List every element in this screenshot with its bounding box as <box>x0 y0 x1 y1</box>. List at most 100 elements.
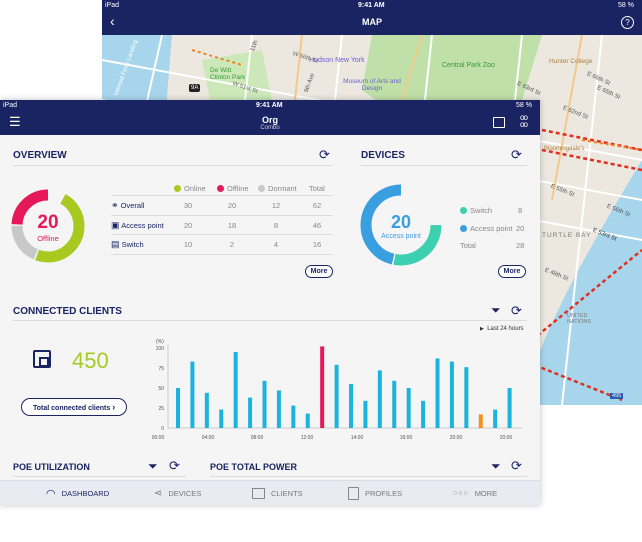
bar <box>349 384 353 428</box>
total-connected-clients-button[interactable]: Total connected clients › <box>21 398 127 416</box>
app-header: iPad 9:41 AM 58 % ☰ Org Combo oo oo <box>0 100 540 135</box>
org-title: Org <box>261 115 278 125</box>
devices-title: DEVICES <box>361 150 405 161</box>
clients-count: 450 <box>72 348 109 373</box>
map-label: Museum of Arts and Design <box>343 78 401 92</box>
clients-bar-chart: (%) 0 25 50 75 100 00:00 04:00 08:00 12:00 14:00 16… <box>152 339 522 441</box>
bar <box>190 361 195 428</box>
gauge-icon: ◠ <box>46 488 56 500</box>
devices-donut <box>360 184 442 266</box>
tab-clients[interactable]: CLIENTS <box>252 481 303 506</box>
table-cell: 10 <box>183 240 193 249</box>
clients-icon <box>252 488 265 499</box>
offline-count: 20 <box>37 212 59 233</box>
tab-profiles[interactable]: PROFILES <box>348 481 402 506</box>
overview-more-button[interactable]: More <box>305 265 333 278</box>
menu-icon[interactable]: ☰ <box>9 114 21 129</box>
bar <box>320 346 325 428</box>
table-cell: 20 <box>227 201 237 210</box>
filter-icon[interactable]: ⏷ <box>491 303 501 317</box>
highway-shield: 495 <box>610 393 624 399</box>
poe-total-power-title: POE TOTAL POWER <box>210 462 298 472</box>
devices-total: 28 <box>516 241 525 250</box>
table-cell: 4 <box>273 240 279 249</box>
row-divider <box>111 214 333 216</box>
more-icon: ○○○ <box>453 490 469 497</box>
network-icon: ⚭ <box>111 200 119 210</box>
donut-segment-offline <box>11 189 85 263</box>
table-cell: 2 <box>229 240 235 249</box>
table-cell: 30 <box>183 201 193 210</box>
devices-total-label: Total <box>460 241 476 250</box>
bar <box>449 361 454 428</box>
back-icon[interactable]: ‹ <box>110 13 115 29</box>
table-cell: 16 <box>312 240 322 249</box>
ap-count: 20 <box>516 224 525 233</box>
status-time: 9:41 AM <box>358 2 385 9</box>
x-tick-label: 20:00 <box>450 435 463 441</box>
refresh-icon[interactable]: ⟳ <box>169 458 180 473</box>
table-cell: 46 <box>312 220 322 230</box>
map-icon[interactable] <box>493 117 505 128</box>
bar <box>464 367 469 428</box>
bar <box>478 414 483 428</box>
poe-utilization-title: POE UTILIZATION <box>13 462 90 472</box>
time-range-selector[interactable]: ▶ Last 24 hours <box>480 326 524 332</box>
refresh-icon[interactable]: ⟳ <box>511 458 522 473</box>
overview-donut <box>11 189 85 263</box>
map-title: MAP <box>362 17 382 27</box>
map-label: Central Park Zoo <box>442 62 495 69</box>
bar <box>493 409 498 428</box>
devices-more-button[interactable]: More <box>498 265 526 278</box>
profiles-icon <box>348 487 359 500</box>
refresh-icon[interactable]: ⟳ <box>511 303 522 318</box>
grid-icon[interactable]: oo oo <box>520 113 528 129</box>
filter-icon[interactable]: ⏷ <box>491 459 501 473</box>
bar <box>276 390 281 428</box>
filter-icon[interactable]: ⏷ <box>148 459 158 473</box>
x-tick-label: 04:00 <box>202 435 215 441</box>
refresh-icon[interactable]: ⟳ <box>319 147 330 162</box>
bar <box>233 352 238 428</box>
offline-label: Offline <box>37 234 59 243</box>
y-tick-label: 50 <box>158 386 164 392</box>
table-row[interactable]: ⚭ Overall <box>111 200 145 210</box>
tab-devices[interactable]: ⋖ DEVICES <box>154 488 202 499</box>
bar <box>363 400 368 428</box>
table-cell: 12 <box>271 201 281 210</box>
bar <box>176 388 180 428</box>
x-tick-label: 00:00 <box>152 435 165 441</box>
map-label: Hudson New York <box>309 57 365 64</box>
x-tick-label: 14:00 <box>351 435 364 441</box>
row-divider <box>111 234 333 235</box>
column-total: Total <box>309 184 325 193</box>
clients-icon <box>33 350 51 368</box>
x-tick-label: 08:00 <box>251 435 264 441</box>
bar <box>305 413 310 428</box>
bar <box>377 370 382 428</box>
bar <box>204 392 209 428</box>
donut-segment-dormant <box>11 189 85 263</box>
tab-dashboard[interactable]: ◠ DASHBOARD <box>46 488 110 500</box>
table-cell: 20 <box>183 220 193 230</box>
donut-segment-online <box>11 189 85 263</box>
table-row[interactable]: ▣ Access point <box>111 219 164 230</box>
y-tick-label: 100 <box>156 346 165 352</box>
table-row[interactable]: ▤ Switch <box>111 239 144 249</box>
donut-segment-access-point <box>360 184 442 266</box>
y-axis-label: (%) <box>156 339 164 345</box>
map-header: iPad 9:41 AM 58 % ‹ MAP ? <box>102 0 642 35</box>
access-point-label: Access point <box>381 233 421 240</box>
bar <box>291 405 296 428</box>
share-icon: ⋖ <box>154 488 163 499</box>
map-label: De Witt Clinton Park <box>210 67 246 81</box>
refresh-icon[interactable]: ⟳ <box>511 147 522 162</box>
status-battery: 58 % <box>516 102 532 109</box>
switch-count: 8 <box>518 206 523 215</box>
route-badge: 9A <box>189 84 201 92</box>
tab-more[interactable]: ○○○ MORE <box>453 489 498 498</box>
map-label: Hunter College <box>549 58 593 65</box>
bar <box>334 364 339 428</box>
help-icon[interactable]: ? <box>621 16 634 29</box>
bar <box>421 400 426 428</box>
